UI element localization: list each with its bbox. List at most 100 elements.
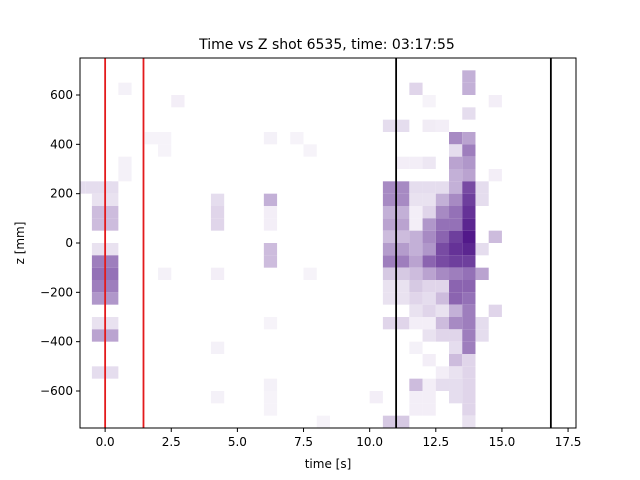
heatmap-cell (435, 206, 450, 219)
heatmap-cell (91, 206, 106, 219)
heatmap-cell (449, 206, 463, 219)
heatmap-cell (475, 193, 489, 206)
heatmap-cell (382, 243, 397, 256)
heatmap-cell (303, 267, 317, 280)
heatmap-cell (422, 156, 436, 169)
heatmap-cell (210, 218, 225, 231)
x-axis-label: time [s] (305, 457, 352, 471)
heatmap-cell (118, 169, 132, 182)
chart-title: Time vs Z shot 6535, time: 03:17:55 (198, 37, 455, 53)
heatmap-cell (449, 243, 463, 256)
heatmap-cell (105, 181, 119, 194)
heatmap-cell (422, 292, 436, 305)
heatmap-cell (382, 280, 397, 293)
heatmap-cell (422, 280, 436, 293)
heatmap-cell (462, 267, 476, 280)
heatmap-cell (382, 230, 397, 243)
heatmap-cell (409, 280, 423, 293)
heatmap-cell (462, 415, 476, 428)
heatmap-cell (462, 354, 476, 367)
heatmap-cell (462, 193, 476, 206)
heatmap-cell (435, 292, 450, 305)
heatmap-cell (422, 230, 436, 243)
heatmap-cell (409, 255, 423, 268)
heatmap-cell (475, 267, 489, 280)
heatmap-cell (409, 292, 423, 305)
heatmap-cell (105, 218, 119, 231)
heatmap-cell (105, 193, 119, 206)
heatmap-cell (462, 329, 476, 342)
heatmap-cell (435, 243, 450, 256)
heatmap-cell (91, 280, 106, 293)
x-tick-label: 2.5 (162, 435, 181, 449)
heatmap-cell (422, 403, 436, 416)
heatmap-cell (435, 119, 450, 132)
heatmap-cell (422, 304, 436, 317)
heatmap-cell (462, 243, 476, 256)
heatmap-cell (382, 119, 397, 132)
heatmap-cell (105, 206, 119, 219)
heatmap-cell (462, 107, 476, 120)
heatmap-cell (449, 391, 463, 404)
y-tick-label: 0 (65, 236, 73, 250)
heatmap-cell (435, 378, 450, 391)
heatmap-cell (263, 403, 278, 416)
heatmap-cell (435, 329, 450, 342)
heatmap-cell (488, 169, 502, 182)
heatmap-cell (303, 144, 317, 157)
heatmap-cell (80, 181, 86, 194)
heatmap-cell (409, 341, 423, 354)
heatmap-cell (105, 280, 119, 293)
heatmap-cell (449, 267, 463, 280)
heatmap-cell (435, 230, 450, 243)
heatmap-cell (396, 255, 410, 268)
heatmap-cell (462, 292, 476, 305)
x-tick-label: 17.5 (555, 435, 582, 449)
heatmap-cell (435, 366, 450, 379)
heatmap-cell (449, 156, 463, 169)
heatmap-cell (396, 292, 410, 305)
heatmap-cell (462, 280, 476, 293)
heatmap-cell (462, 317, 476, 330)
heatmap-cell (449, 230, 463, 243)
heatmap-cell (396, 243, 410, 256)
heatmap-cell (158, 144, 172, 157)
heatmap-cell (396, 230, 410, 243)
heatmap-cell (462, 206, 476, 219)
heatmap-cell (449, 218, 463, 231)
heatmap-cells (80, 70, 502, 428)
heatmap-cell (475, 329, 489, 342)
heatmap-cell (210, 341, 225, 354)
heatmap-cell (488, 230, 502, 243)
heatmap-cell (435, 317, 450, 330)
x-tick-label: 15.0 (489, 435, 516, 449)
heatmap-cell (263, 193, 278, 206)
heatmap-cell (85, 181, 99, 194)
heatmap-cell (409, 243, 423, 256)
heatmap-cell (91, 292, 106, 305)
heatmap-cell (422, 193, 436, 206)
heatmap-cell (91, 218, 106, 231)
heatmap-cell (396, 267, 410, 280)
heatmap-cell (263, 243, 278, 256)
heatmap-cell (435, 280, 450, 293)
heatmap-cell (409, 181, 423, 194)
x-tick-label: 0.0 (96, 435, 115, 449)
heatmap-cell (263, 378, 278, 391)
heatmap-cell (422, 267, 436, 280)
heatmap-cell (422, 243, 436, 256)
heatmap-cell (105, 329, 119, 342)
heatmap-cell (422, 218, 436, 231)
heatmap-cell (263, 391, 278, 404)
heatmap-cell (449, 181, 463, 194)
heatmap-cell (462, 218, 476, 231)
heatmap-cell (422, 391, 436, 404)
heatmap-cell (449, 280, 463, 293)
heatmap-cell (449, 292, 463, 305)
heatmap-cell (422, 317, 436, 330)
heatmap-cell (409, 317, 423, 330)
heatmap-cell (105, 317, 119, 330)
heatmap-cell (171, 95, 185, 108)
heatmap-cell (475, 317, 489, 330)
